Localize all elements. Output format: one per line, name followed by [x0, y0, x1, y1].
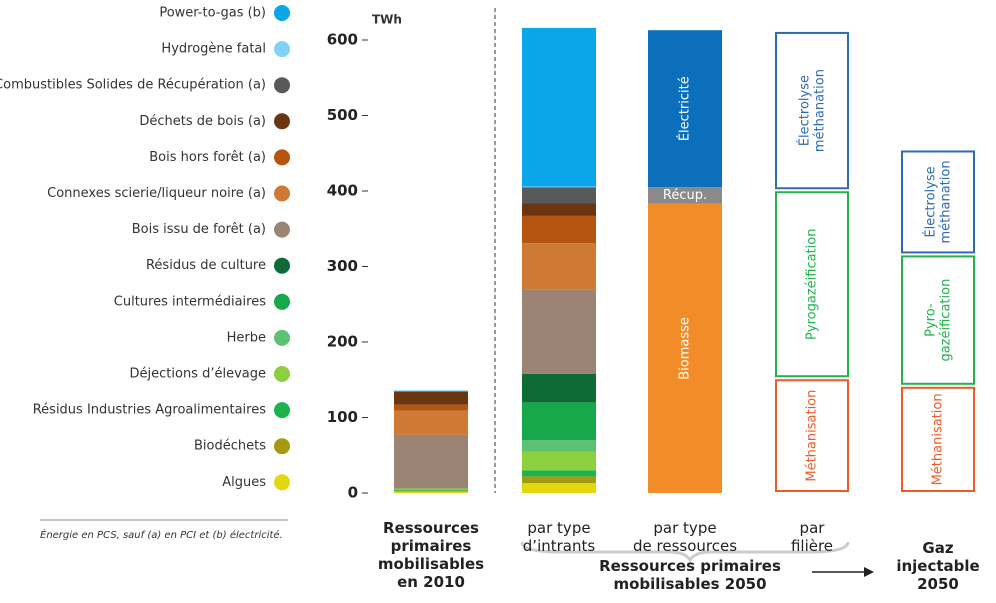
bar-segment: [648, 30, 722, 188]
legend-dot: [274, 5, 290, 21]
bar-segment: [394, 489, 468, 491]
group-brace: [520, 541, 850, 563]
legend-dot: [274, 257, 290, 274]
legend-dot: [274, 438, 290, 455]
legend-label: Résidus Industries Agroalimentaires: [33, 403, 267, 418]
legend-dot: [274, 149, 290, 166]
bar-segment: [775, 379, 849, 492]
bar-segment: [394, 410, 468, 435]
legend-label: Hydrogène fatal: [161, 42, 266, 57]
bar-segment: [775, 191, 849, 378]
arrow-head: [864, 567, 874, 577]
bar-segment: [522, 483, 596, 493]
bar-segment: [648, 203, 722, 493]
bar-segment: [394, 391, 468, 392]
bar-segment: [522, 187, 596, 204]
bar-segment: [522, 440, 596, 452]
legend-dot: [274, 402, 290, 419]
segment-label: Électricité: [677, 76, 693, 141]
bar-segment: [522, 373, 596, 403]
bar-segment: [394, 434, 468, 489]
bar-segment: [522, 27, 596, 187]
legend-dot: [274, 77, 290, 94]
legend-label: Déjections d’élevage: [130, 367, 266, 382]
bar-segment: [522, 203, 596, 216]
unit-label: TWh: [372, 13, 402, 27]
y-tick-label: 500: [327, 106, 358, 124]
bar-segment: [522, 470, 596, 477]
legend-dot: [274, 293, 290, 310]
legend-label: Herbe: [227, 330, 266, 345]
segment-label: Récup.: [663, 188, 707, 203]
x-tick-label: par filière: [791, 519, 833, 555]
segment-label: Électrolyseméthanation: [796, 69, 827, 152]
bar-segment: [394, 391, 468, 405]
segment-label: Pyro-gazéification: [923, 279, 953, 362]
y-tick-label: 0: [348, 484, 358, 502]
bar-segment: [394, 491, 468, 493]
segment-label: Méthanisation: [805, 390, 820, 482]
bar-segment: [522, 243, 596, 290]
y-tick-label: 300: [327, 257, 358, 275]
legend-dot: [274, 185, 290, 202]
legend-dot: [274, 41, 290, 58]
bar-segment: [522, 289, 596, 374]
legend-dot: [274, 113, 290, 130]
legend-dot: [274, 366, 290, 382]
x-tick-label: par type d’intrants: [523, 519, 596, 555]
bar-segment: [522, 215, 596, 244]
bar-segment: [394, 488, 468, 490]
group-label: Ressources primaires mobilisables 2050: [599, 557, 781, 593]
x-tick-label: Ressources primaires mobilisables en 2010: [378, 519, 484, 591]
y-tick-label: 100: [327, 408, 358, 426]
legend-label: Bois issu de forêt (a): [132, 222, 266, 237]
y-tick-label: 400: [327, 182, 358, 200]
bar-segment: [648, 187, 722, 204]
legend-label: Résidus de culture: [146, 258, 266, 273]
segment-label: Électrolyseméthanation: [922, 160, 953, 243]
bar-segment: [522, 476, 596, 484]
bar-segment: [522, 402, 596, 441]
bar-segment: [522, 186, 596, 188]
legend-dot: [274, 474, 290, 491]
bar-segment: [394, 404, 468, 411]
legend-label: Connexes scierie/liqueur noire (a): [47, 186, 266, 201]
y-tick-label: 200: [327, 333, 358, 351]
segment-label: Méthanisation: [931, 393, 946, 485]
x-tick-label: Gaz injectable 2050: [896, 539, 979, 593]
bar-segment: [522, 451, 596, 471]
legend-label: Algues: [222, 475, 266, 490]
legend-dot: [274, 221, 290, 238]
x-tick-label: par type de ressources: [633, 519, 737, 555]
legend-label: Cultures intermédiaires: [114, 294, 266, 309]
y-tick-label: 600: [327, 31, 358, 49]
bar-segment: [394, 390, 468, 392]
bar-segment: [901, 150, 975, 254]
legend-label: Déchets de bois (a): [139, 114, 266, 129]
legend-label: Power-to-gas (b): [159, 6, 266, 21]
note: Énergie en PCS, sauf (a) en PCI et (b) é…: [40, 528, 283, 541]
bar-segment: [901, 386, 975, 493]
bar-segment: [901, 255, 975, 385]
legend-label: Biodéchets: [194, 439, 266, 454]
bar-segment: [775, 31, 849, 190]
legend-label: Combustibles Solides de Récupération (a): [0, 78, 266, 93]
segment-label: Pyrogazéification: [805, 229, 820, 340]
legend-dot: [274, 329, 290, 346]
segment-label: Biomasse: [678, 317, 693, 380]
legend-label: Bois hors forêt (a): [149, 150, 266, 165]
bar-segment: [394, 490, 468, 492]
